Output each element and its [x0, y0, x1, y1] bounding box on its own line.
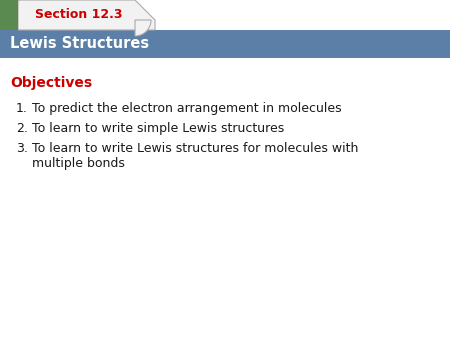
- Polygon shape: [18, 0, 155, 30]
- Text: 1.: 1.: [16, 102, 28, 115]
- Text: To predict the electron arrangement in molecules: To predict the electron arrangement in m…: [32, 102, 342, 115]
- Polygon shape: [0, 30, 450, 58]
- Polygon shape: [0, 0, 18, 30]
- Wedge shape: [135, 20, 151, 36]
- Text: 3.: 3.: [16, 142, 28, 155]
- Text: 2.: 2.: [16, 122, 28, 135]
- Text: To learn to write simple Lewis structures: To learn to write simple Lewis structure…: [32, 122, 284, 135]
- Text: To learn to write Lewis structures for molecules with: To learn to write Lewis structures for m…: [32, 142, 358, 155]
- Text: Lewis Structures: Lewis Structures: [10, 37, 149, 51]
- Text: Section 12.3: Section 12.3: [35, 8, 122, 22]
- Text: multiple bonds: multiple bonds: [32, 157, 125, 170]
- Text: Objectives: Objectives: [10, 76, 92, 90]
